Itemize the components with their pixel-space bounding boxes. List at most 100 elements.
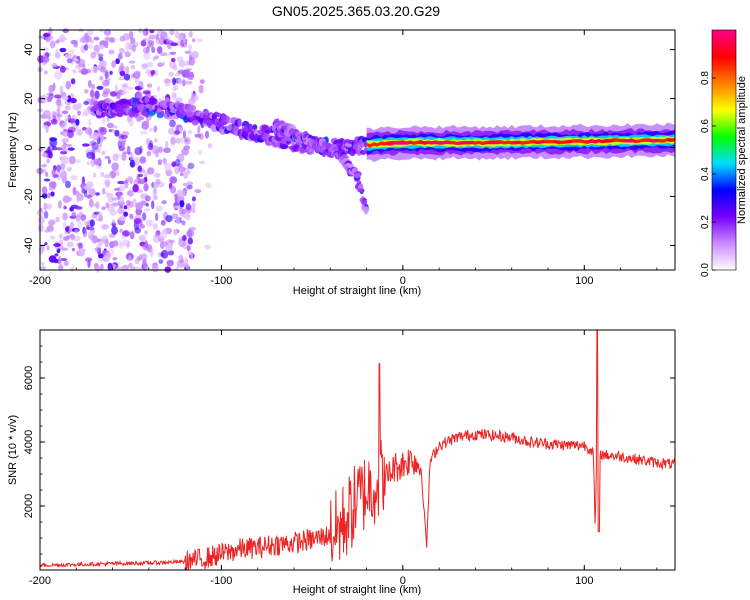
noise-mark (112, 153, 119, 162)
noise-mark (61, 110, 69, 115)
colorbar-strip (712, 38, 736, 41)
noise-mark (66, 137, 70, 143)
noise-mark (93, 36, 100, 41)
colorbar-strip (712, 214, 736, 217)
noise-mark (186, 167, 190, 171)
signal-peak-mark (553, 140, 562, 144)
upper-ridge-mark (237, 118, 242, 128)
noise-mark (167, 44, 172, 50)
noise-mark (114, 84, 118, 93)
colorbar-strip (712, 34, 736, 37)
noise-mark (63, 205, 67, 210)
noise-mark (132, 44, 136, 53)
noise-mark (72, 186, 77, 196)
noise-mark (142, 90, 151, 95)
noise-mark (62, 143, 66, 153)
noise-mark (157, 62, 164, 67)
noise-mark (46, 92, 54, 97)
colorbar-strip (712, 64, 736, 67)
snr-x-axis: -200 -100 0 100 (29, 330, 658, 587)
upper-ridge-mark (116, 109, 124, 118)
noise-mark (101, 115, 106, 124)
noise-mark (145, 202, 149, 207)
noise-mark (151, 46, 156, 53)
noise-mark (88, 188, 96, 197)
spectrogram-x-axis: -200 -100 0 100 (29, 30, 658, 287)
noise-mark (91, 142, 99, 150)
colorbar-strip (712, 258, 736, 261)
noise-mark (54, 70, 63, 80)
noise-mark (100, 66, 107, 73)
noise-mark (157, 29, 165, 37)
colorbar-strip (712, 44, 736, 47)
noise-mark (104, 37, 109, 41)
noise-mark (155, 205, 163, 212)
signal-peak-mark (666, 138, 676, 142)
noise-mark (80, 214, 87, 221)
colorbar-strip (712, 198, 736, 201)
noise-mark (119, 70, 126, 77)
noise-mark (198, 149, 202, 156)
noise-mark (87, 79, 92, 88)
colorbar-strip (712, 148, 736, 151)
noise-mark (89, 140, 97, 147)
colorbar-strip (712, 202, 736, 205)
noise-mark (165, 169, 173, 177)
noise-mark (50, 191, 55, 197)
noise-mark (42, 55, 50, 63)
noise-mark (65, 226, 69, 232)
noise-mark (137, 165, 142, 172)
noise-mark (77, 221, 83, 229)
noise-mark (161, 61, 166, 66)
colorbar-strip (712, 162, 736, 165)
x-tick-label: -200 (29, 275, 51, 287)
colorbar: 0.0 0.2 0.4 0.6 0.8 Normalized spectral ampl… (700, 29, 748, 277)
noise-mark (128, 189, 135, 197)
noise-mark (83, 189, 88, 198)
noise-mark (142, 258, 147, 268)
noise-mark (129, 213, 134, 218)
noise-mark (114, 129, 120, 137)
noise-mark (63, 118, 68, 127)
noise-mark (59, 233, 63, 239)
noise-mark (80, 181, 85, 188)
colorbar-strip (712, 144, 736, 147)
colorbar-strip (712, 100, 736, 103)
noise-mark (66, 241, 74, 248)
noise-mark (89, 219, 95, 227)
noise-mark (132, 198, 137, 208)
colorbar-strip (712, 260, 736, 263)
noise-mark (64, 105, 71, 111)
noise-mark (164, 162, 172, 172)
noise-mark (41, 261, 45, 266)
colorbar-strip (712, 132, 736, 135)
signal-peak-mark (511, 140, 521, 144)
noise-mark (104, 238, 109, 248)
noise-mark (49, 235, 56, 240)
noise-mark (152, 192, 156, 196)
upper-ridge-mark (144, 96, 150, 104)
colorbar-strip (712, 32, 736, 35)
noise-mark (187, 237, 193, 245)
noise-mark (51, 169, 56, 176)
colorbar-strip (712, 156, 736, 159)
noise-mark (60, 170, 68, 180)
noise-mark (125, 42, 130, 52)
noise-mark (43, 70, 48, 75)
noise-mark (103, 174, 112, 179)
colorbar-strip (712, 30, 736, 33)
noise-mark (155, 178, 161, 185)
spectrogram-marks (36, 26, 676, 274)
x-tick-label: 100 (575, 575, 593, 587)
colorbar-strip (712, 246, 736, 249)
noise-mark (148, 128, 153, 132)
noise-mark (68, 49, 75, 56)
noise-mark (138, 173, 144, 178)
signal-peak-mark (390, 141, 413, 145)
noise-mark (58, 264, 64, 271)
noise-mark (205, 182, 212, 189)
colorbar-strip (712, 68, 736, 71)
signal-peak-mark (531, 140, 546, 144)
noise-mark (103, 256, 109, 262)
noise-mark (154, 172, 161, 178)
